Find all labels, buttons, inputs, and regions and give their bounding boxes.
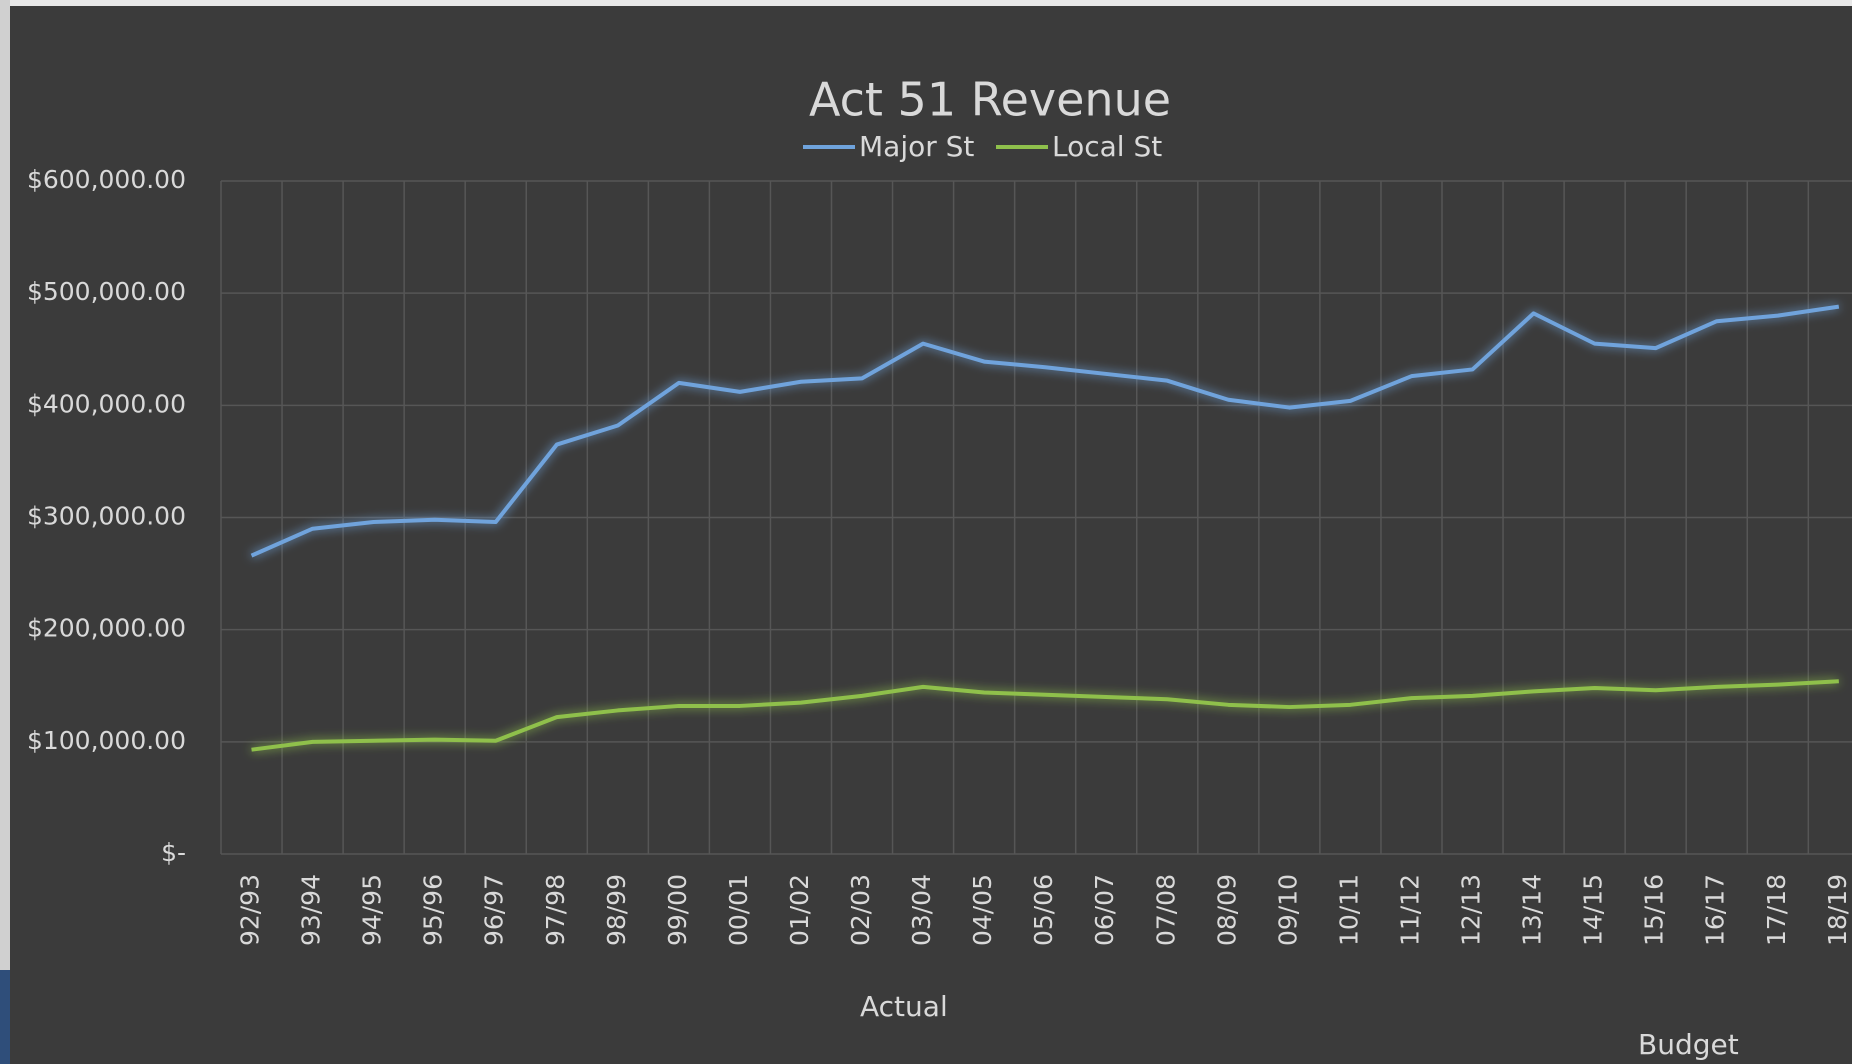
x-tick-label: 95/96 [419,874,448,946]
legend-label: Local St [1052,130,1162,163]
x-tick-label: 08/09 [1212,874,1241,946]
y-tick-label: $100,000.00 [27,726,186,755]
x-tick-label: 14/15 [1579,874,1608,946]
y-tick-label: $300,000.00 [27,502,186,531]
x-tick-label: 93/94 [297,874,326,946]
x-tick-label: 15/16 [1640,874,1669,946]
x-tick-label: 00/01 [724,874,753,946]
x-tick-label: 10/11 [1334,874,1363,946]
x-tick-label: 92/93 [236,874,265,946]
x-tick-label: 98/99 [602,874,631,946]
chart-title: Act 51 Revenue [809,73,1171,127]
series-line [251,679,1839,752]
x-tick-label: 02/03 [846,874,875,946]
y-tick-label: $500,000.00 [27,277,186,306]
x-tick-label: 11/12 [1395,874,1424,946]
x-tick-label: 01/02 [785,874,814,946]
y-tick-label: $400,000.00 [27,389,186,418]
x-tick-label: 17/18 [1762,874,1791,946]
x-tick-label: 18/19 [1823,874,1852,946]
top-edge [0,0,1852,6]
x-tick-label: 16/17 [1701,874,1730,946]
x-tick-label: 96/97 [480,874,509,946]
left-tab [0,970,10,1064]
x-tick-label: 12/13 [1457,874,1486,946]
x-tick-label: 07/08 [1151,874,1180,946]
x-tick-label: 03/04 [907,874,936,946]
annotation: Budget [1638,1028,1739,1061]
y-tick-label: $200,000.00 [27,614,186,643]
x-tick-label: 09/10 [1273,874,1302,946]
x-tick-label: 97/98 [541,874,570,946]
annotation: Actual [860,990,948,1023]
x-tick-label: 99/00 [663,874,692,946]
legend-label: Major St [859,130,974,163]
x-tick-label: 06/07 [1090,874,1119,946]
y-tick-label: $600,000.00 [27,165,186,194]
series-line [250,304,1840,558]
left-edge [0,0,10,1064]
x-tick-label: 94/95 [358,874,387,946]
y-tick-label: $- [161,838,186,867]
x-tick-label: 04/05 [968,874,997,946]
x-tick-label: 13/14 [1518,874,1547,946]
x-tick-label: 05/06 [1029,874,1058,946]
